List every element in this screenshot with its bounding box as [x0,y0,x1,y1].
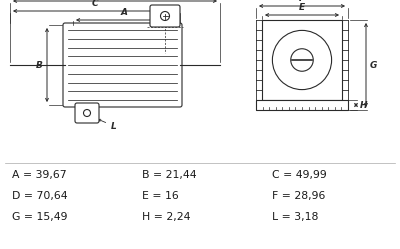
Bar [262,20,342,100]
Text: A: A [121,8,128,17]
FancyBboxPatch shape [150,5,180,27]
Text: D = 70,64: D = 70,64 [12,191,68,201]
Text: L = 3,18: L = 3,18 [272,212,318,222]
Text: F = 28,96: F = 28,96 [272,191,325,201]
Text: C = 49,99: C = 49,99 [272,170,327,180]
Text: L: L [98,119,117,130]
Text: C: C [92,0,98,8]
Text: B: B [36,61,43,69]
Text: A = 39,67: A = 39,67 [12,170,67,180]
Text: G = 15,49: G = 15,49 [12,212,68,222]
Text: E: E [299,3,305,12]
Text: H = 2,24: H = 2,24 [142,212,190,222]
FancyBboxPatch shape [63,23,182,107]
Text: G: G [370,61,377,69]
Text: E = 16: E = 16 [142,191,179,201]
Text: H: H [360,101,368,110]
FancyBboxPatch shape [75,103,99,123]
Bar [256,100,348,110]
Text: B = 21,44: B = 21,44 [142,170,197,180]
Text: F: F [299,0,305,3]
